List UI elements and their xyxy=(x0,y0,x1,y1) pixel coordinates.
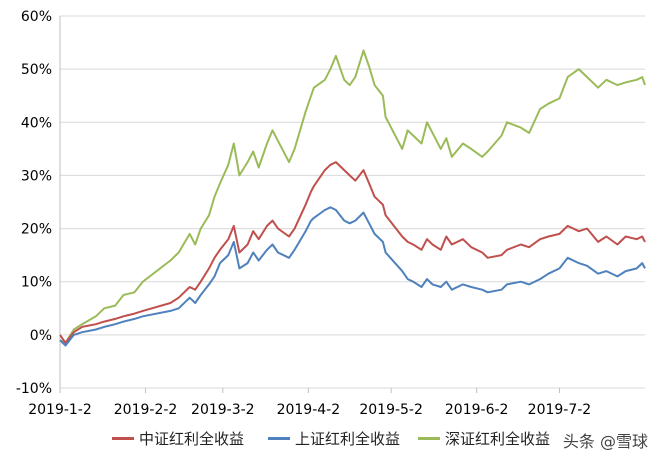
x-tick-label: 2019-7-2 xyxy=(528,402,592,418)
legend-label-szse: 深证红利全收益 xyxy=(445,429,551,448)
series-line-2 xyxy=(59,49,646,344)
legend-swatch-sse xyxy=(268,436,290,440)
y-axis-ticks: 60% 50% 40% 30% 20% 10% 0% -10% xyxy=(16,9,52,397)
x-tick-label: 2019-1-2 xyxy=(28,402,92,418)
x-tick-label: 2019-2-2 xyxy=(114,402,178,418)
legend-swatch-csi xyxy=(112,436,134,440)
y-tick-label: 30% xyxy=(21,168,52,184)
y-tick-label: 60% xyxy=(21,9,52,25)
y-tick-label: 20% xyxy=(21,222,52,238)
legend-label-csi: 中证红利全收益 xyxy=(139,429,245,448)
x-tick-label: 2019-4-2 xyxy=(277,402,341,418)
x-tick-label: 2019-3-2 xyxy=(191,402,255,418)
watermark-text: 头条 @雪球 xyxy=(562,428,648,452)
x-axis-ticks: 2019-1-2 2019-2-2 2019-3-2 2019-4-2 2019-5-2… xyxy=(28,388,591,418)
y-tick-label: 40% xyxy=(21,115,52,131)
legend: 中证红利全收益 上证红利全收益 深证红利全收益 xyxy=(0,420,660,456)
legend-item-szse: 深证红利全收益 xyxy=(418,428,550,448)
y-tick-label: 0% xyxy=(30,328,52,344)
y-tick-label: -10% xyxy=(16,381,52,397)
legend-label-sse: 上证红利全收益 xyxy=(295,429,401,448)
y-tick-label: 50% xyxy=(21,62,52,78)
y-tick-label: 10% xyxy=(21,275,52,291)
gridlines xyxy=(59,15,645,389)
series-line-1 xyxy=(59,206,646,347)
legend-swatch-szse xyxy=(418,436,440,440)
series-line-0 xyxy=(59,161,646,344)
x-tick-label: 2019-6-2 xyxy=(445,402,509,418)
line-chart: 60% 50% 40% 30% 20% 10% 0% -10% 2019-1-2 2019-2-… xyxy=(16,9,646,418)
x-tick-label: 2019-5-2 xyxy=(359,402,423,418)
legend-item-sse: 上证红利全收益 xyxy=(268,428,400,448)
legend-item-csi: 中证红利全收益 xyxy=(112,428,244,448)
series-lines xyxy=(59,49,646,347)
